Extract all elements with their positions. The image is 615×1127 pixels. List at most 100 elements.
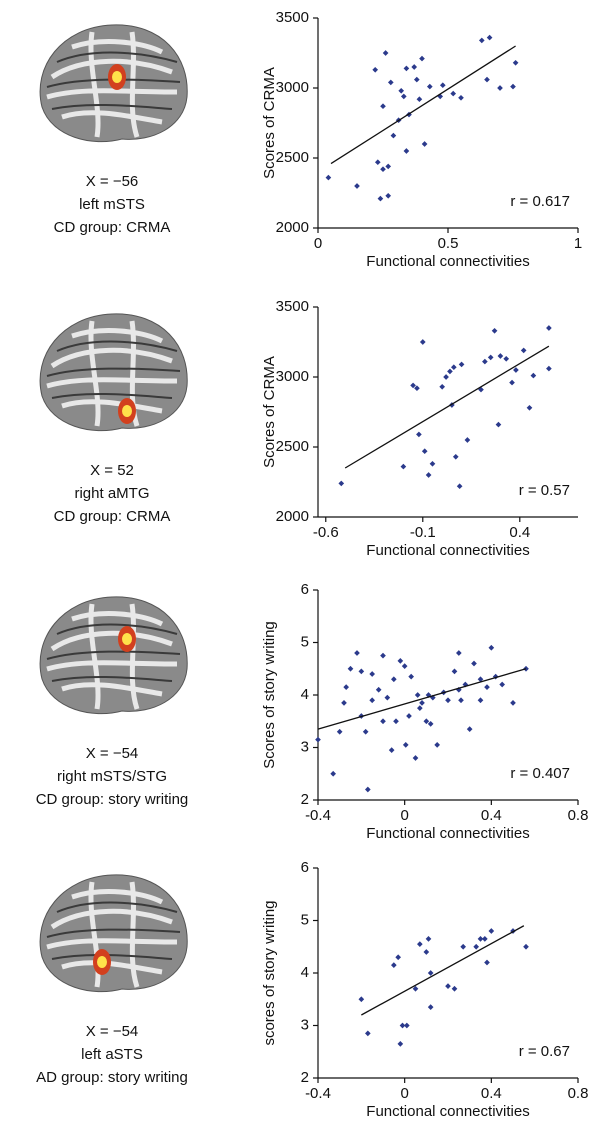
y-tick-label: 2500 (276, 438, 309, 455)
point (443, 374, 449, 380)
y-tick-label: 2500 (276, 149, 309, 166)
figure: X = −56left mSTSCD group: CRMA2000250030… (0, 0, 615, 1127)
x-tick-label: 0 (400, 807, 408, 824)
point (388, 80, 394, 86)
point (452, 669, 458, 675)
point (484, 684, 490, 690)
point (359, 996, 365, 1002)
point (492, 328, 498, 334)
x-tick-label: 0.4 (481, 1085, 502, 1102)
brain-shape (40, 875, 187, 992)
point (482, 359, 488, 365)
y-tick-label: 2000 (276, 508, 309, 525)
point (348, 666, 354, 672)
y-axis-title: scores of story writing (261, 900, 278, 1045)
caption: X = −54 (86, 745, 139, 762)
point (419, 700, 425, 706)
x-axis-title: Functional connectivities (366, 825, 529, 842)
point (376, 687, 382, 693)
point (497, 85, 503, 91)
point (527, 405, 533, 411)
y-tick-label: 3500 (276, 9, 309, 26)
point (417, 941, 423, 947)
activation-peak (122, 405, 132, 417)
trend-line (361, 926, 523, 1015)
y-tick-label: 3500 (276, 298, 309, 315)
caption: X = −54 (86, 1023, 139, 1040)
point (503, 356, 509, 362)
annotation: r = 0.407 (510, 765, 570, 782)
y-tick-label: 3000 (276, 368, 309, 385)
point (496, 422, 502, 428)
point (380, 103, 386, 109)
point (380, 718, 386, 724)
point (451, 364, 457, 370)
point (422, 448, 428, 454)
trend-line (345, 346, 549, 468)
point (459, 362, 465, 368)
caption: right aMTG (74, 485, 149, 502)
caption: X = 52 (90, 462, 134, 479)
x-tick-label: 0 (400, 1085, 408, 1102)
brain-image (40, 314, 187, 431)
point (452, 986, 458, 992)
point (380, 653, 386, 659)
point (416, 432, 422, 438)
point (434, 742, 440, 748)
y-tick-label: 6 (301, 581, 309, 598)
x-tick-label: 0 (314, 235, 322, 252)
x-tick-label: 0.5 (438, 235, 459, 252)
point (380, 166, 386, 172)
caption: CD group: CRMA (54, 508, 171, 525)
trend-line (331, 46, 516, 164)
y-tick-label: 2 (301, 1069, 309, 1086)
point (385, 695, 391, 701)
point (428, 721, 434, 727)
point (450, 91, 456, 97)
point (365, 787, 371, 793)
point (479, 38, 485, 44)
point (391, 676, 397, 682)
point (473, 944, 479, 950)
point (365, 1031, 371, 1037)
caption: CD group: story writing (36, 791, 189, 808)
point (338, 481, 344, 487)
point (372, 67, 378, 73)
caption: AD group: story writing (36, 1069, 188, 1086)
point (482, 936, 488, 942)
activation-peak (112, 71, 122, 83)
brain-image (40, 597, 187, 714)
point (406, 713, 412, 719)
y-tick-label: 5 (301, 633, 309, 650)
point (343, 684, 349, 690)
point (378, 196, 384, 202)
y-tick-label: 3 (301, 738, 309, 755)
point (465, 437, 471, 443)
point (398, 1041, 404, 1047)
point (498, 353, 504, 359)
x-tick-label: 0.4 (509, 524, 530, 541)
y-tick-label: 3000 (276, 79, 309, 96)
caption: left mSTS (79, 196, 145, 213)
brain-shape (40, 314, 187, 431)
point (467, 726, 473, 732)
y-tick-label: 3 (301, 1016, 309, 1033)
point (330, 771, 336, 777)
point (453, 454, 459, 460)
x-tick-label: -0.4 (305, 1085, 331, 1102)
x-tick-label: -0.4 (305, 807, 331, 824)
point (369, 671, 375, 677)
point (445, 697, 451, 703)
y-tick-label: 4 (301, 686, 309, 703)
point (499, 682, 505, 688)
caption: left aSTS (81, 1046, 143, 1063)
point (391, 962, 397, 968)
x-tick-label: -0.1 (410, 524, 436, 541)
annotation: r = 0.617 (510, 193, 570, 210)
point (430, 461, 436, 467)
point (531, 373, 537, 379)
x-tick-label: 0.8 (568, 807, 589, 824)
point (404, 148, 410, 154)
point (424, 949, 430, 955)
y-tick-label: 2000 (276, 219, 309, 236)
